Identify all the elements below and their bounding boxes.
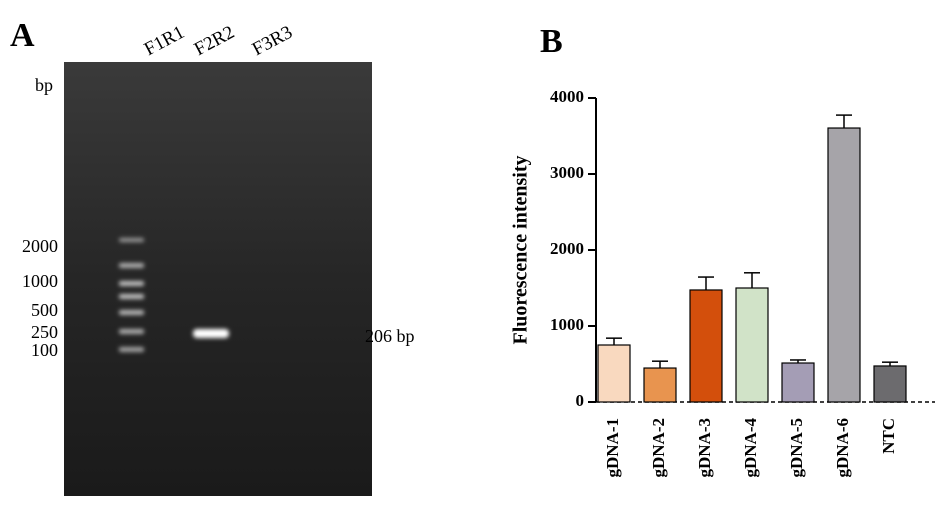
ladder-label: 1000 (22, 271, 58, 291)
ladder-label: 500 (31, 300, 58, 320)
bar (827, 127, 861, 403)
y-axis-title: Fluorescence intensity (510, 155, 532, 344)
y-tick-label: 2000 (550, 239, 584, 258)
x-tick-label: gDNA-4 (741, 418, 760, 478)
x-tick-label: gDNA-2 (649, 418, 668, 478)
bar (873, 365, 907, 403)
gel-image (64, 62, 372, 496)
y-tick-label: 0 (576, 391, 585, 410)
x-tick-label: gDNA-5 (787, 418, 806, 478)
panel-label: A (10, 17, 35, 54)
y-tick-label: 1000 (550, 315, 584, 334)
x-tick-label: gDNA-6 (833, 418, 852, 478)
ladder-label: 100 (31, 340, 58, 360)
bar (781, 362, 815, 403)
bar (597, 344, 631, 403)
lane-label: F3R3 (249, 22, 296, 60)
unit-label: bp (35, 75, 53, 95)
lane-label: F2R2 (191, 22, 238, 60)
ladder-bands (119, 238, 144, 352)
ladder-label: 250 (31, 322, 58, 342)
x-tick-label: NTC (879, 418, 898, 454)
sample-band (193, 329, 229, 338)
y-tick-label: 3000 (550, 163, 584, 182)
bar (689, 289, 723, 403)
x-tick-label: gDNA-3 (695, 418, 714, 478)
panel-label: B (540, 23, 563, 60)
bar (643, 367, 677, 403)
bar (735, 287, 769, 403)
lane-label: F1R1 (141, 22, 188, 60)
ladder-label: 2000 (22, 236, 58, 256)
x-tick-label: gDNA-1 (603, 418, 622, 478)
y-tick-label: 4000 (550, 87, 584, 106)
band-label: 206 bp (365, 326, 415, 346)
